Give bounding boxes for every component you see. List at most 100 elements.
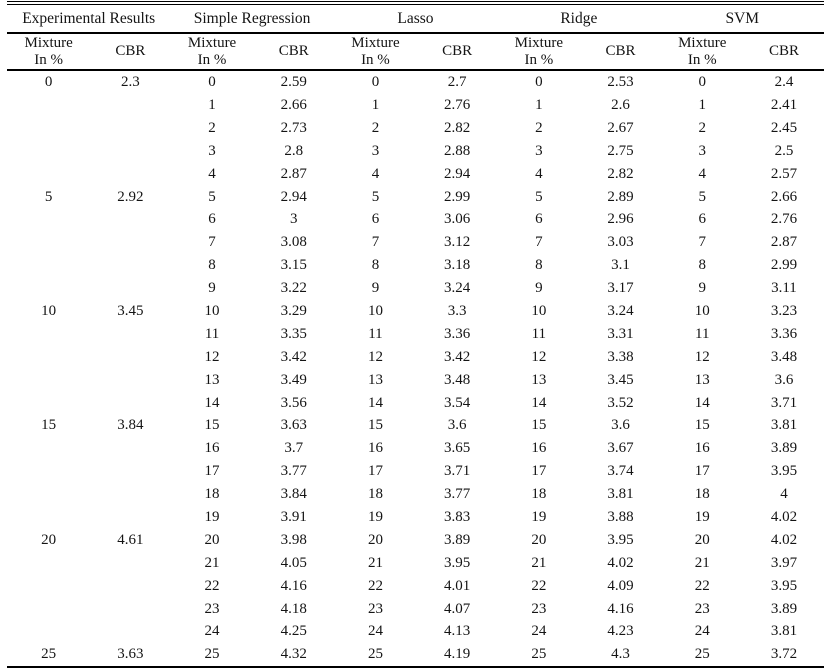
cell-svm-mixture: 19 <box>694 508 710 525</box>
cell-svm-cbr: 2.41 <box>770 96 798 113</box>
cell-experimental-cbr <box>90 208 170 231</box>
cell-simple-regression-mixture: 21 <box>204 554 220 571</box>
cell-lasso-cbr: 2.7 <box>447 74 467 91</box>
cell-simple-regression-cbr: 3.22 <box>280 280 307 297</box>
cell-svm-cbr: 3.97 <box>770 554 798 571</box>
cell-lasso-mixture: 4 <box>371 165 380 182</box>
cell-ridge-mixture: 4 <box>535 165 543 182</box>
cell-simple-regression-cbr: 3.42 <box>280 348 307 365</box>
col-header-lasso-mixture: Mixture In % <box>333 33 418 71</box>
cell-experimental-mixture <box>7 597 90 620</box>
cell-experimental-mixture <box>7 117 90 140</box>
cell-lasso-mixture: 9 <box>371 280 380 297</box>
cell-ridge-mixture: 9 <box>535 280 543 297</box>
cell-lasso-cbr: 3.54 <box>444 394 471 411</box>
cell-ridge-cbr: 4.16 <box>607 600 634 617</box>
table-row: 17 3.77 17 3.71 17 3.74 17 3.95 <box>7 460 824 483</box>
col-header-simple-regression-mixture: Mixture In % <box>170 33 254 71</box>
table-row: 5 2.92 5 2.94 5 2.99 5 2.89 5 2.66 <box>7 185 824 208</box>
cell-experimental-cbr <box>90 277 170 300</box>
group-header-experimental-results: Experimental Results <box>7 3 171 34</box>
cell-svm-mixture: 15 <box>694 417 710 434</box>
cell-ridge-cbr: 3.74 <box>607 463 634 480</box>
cell-simple-regression-mixture: 17 <box>204 463 220 480</box>
cell-experimental-mixture <box>7 552 90 575</box>
table-row: 8 3.15 8 3.18 8 3.1 8 2.99 <box>7 254 824 277</box>
cell-experimental-cbr <box>90 391 170 414</box>
cell-simple-regression-mixture: 0 <box>208 74 216 91</box>
cell-lasso-mixture: 15 <box>367 417 383 434</box>
cell-simple-regression-mixture: 4 <box>208 165 216 182</box>
cell-svm-mixture: 12 <box>694 348 710 365</box>
cell-lasso-mixture: 1 <box>371 96 380 113</box>
cell-ridge-mixture: 12 <box>531 348 547 365</box>
table-body: 0 2.3 0 2.59 0 2.7 0 2.53 0 2.4 1 2.66 1 2.76 1 2.6 1 2.4… <box>7 70 824 667</box>
cell-svm-mixture: 25 <box>694 646 710 663</box>
cell-simple-regression-cbr: 3.7 <box>284 440 304 457</box>
cell-lasso-mixture: 10 <box>367 302 383 319</box>
table-row: 12 3.42 12 3.42 12 3.38 12 3.48 <box>7 346 824 369</box>
cell-lasso-mixture: 21 <box>367 554 383 571</box>
cell-ridge-cbr: 4.02 <box>607 554 634 571</box>
cell-ridge-cbr: 3.88 <box>607 508 634 525</box>
cell-ridge-mixture: 7 <box>535 234 543 251</box>
cell-experimental-cbr <box>90 117 170 140</box>
cell-svm-mixture: 1 <box>698 96 706 113</box>
cell-lasso-cbr: 2.76 <box>444 96 471 113</box>
table-row: 4 2.87 4 2.94 4 2.82 4 2.57 <box>7 163 824 186</box>
cell-simple-regression-cbr: 4.32 <box>280 646 307 663</box>
cell-ridge-cbr: 2.53 <box>607 74 634 91</box>
cell-lasso-cbr: 3.89 <box>444 531 471 548</box>
cell-simple-regression-mixture: 16 <box>204 440 220 457</box>
table-row: 18 3.84 18 3.77 18 3.81 18 4 <box>7 483 824 506</box>
cell-lasso-cbr: 3.95 <box>444 554 471 571</box>
cell-lasso-mixture: 24 <box>367 623 383 640</box>
cell-lasso-cbr: 3.71 <box>444 463 471 480</box>
cell-svm-mixture: 17 <box>694 463 710 480</box>
cell-experimental-cbr <box>90 140 170 163</box>
cell-ridge-mixture: 14 <box>531 394 547 411</box>
group-header-simple-regression: Simple Regression <box>170 3 334 34</box>
col-header-ridge-mixture: Mixture In % <box>497 33 581 71</box>
cell-simple-regression-mixture: 5 <box>208 188 216 205</box>
table-row: 7 3.08 7 3.12 7 3.03 7 2.87 <box>7 231 824 254</box>
cell-lasso-cbr: 3.65 <box>444 440 471 457</box>
cell-ridge-mixture: 3 <box>535 142 543 159</box>
cell-ridge-cbr: 4.23 <box>607 623 634 640</box>
cell-lasso-mixture: 13 <box>367 371 383 388</box>
cell-svm-mixture: 18 <box>694 486 710 503</box>
cell-svm-mixture: 8 <box>698 257 706 274</box>
cell-svm-mixture: 5 <box>698 188 706 205</box>
cell-simple-regression-mixture: 23 <box>204 600 220 617</box>
table-row: 13 3.49 13 3.48 13 3.45 13 3.6 <box>7 369 824 392</box>
cell-ridge-mixture: 16 <box>531 440 547 457</box>
cell-lasso-cbr: 3.18 <box>444 257 471 274</box>
cell-simple-regression-cbr: 2.73 <box>280 119 307 136</box>
cell-experimental-cbr <box>90 231 170 254</box>
cell-svm-cbr: 2.66 <box>770 188 798 205</box>
cell-simple-regression-mixture: 2 <box>208 119 216 136</box>
cell-experimental-cbr: 3.63 <box>117 646 144 663</box>
cell-ridge-cbr: 3.31 <box>607 325 634 342</box>
cell-svm-mixture: 23 <box>694 600 710 617</box>
table-row: 1 2.66 1 2.76 1 2.6 1 2.41 <box>7 94 824 117</box>
cell-svm-mixture: 13 <box>694 371 710 388</box>
table-row: 19 3.91 19 3.83 19 3.88 19 4.02 <box>7 506 824 529</box>
cell-experimental-cbr <box>90 620 170 643</box>
cell-svm-mixture: 3 <box>698 142 706 159</box>
col-header-svm-cbr: CBR <box>743 33 824 71</box>
cell-lasso-cbr: 2.99 <box>444 188 471 205</box>
cell-experimental-mixture: 0 <box>44 74 53 91</box>
cell-experimental-cbr: 4.61 <box>117 531 144 548</box>
col-header-ridge-cbr: CBR <box>580 33 661 71</box>
cell-experimental-mixture <box>7 323 90 346</box>
cell-lasso-cbr: 3.12 <box>444 234 471 251</box>
cell-simple-regression-cbr: 3.98 <box>280 531 307 548</box>
cell-simple-regression-mixture: 20 <box>204 531 220 548</box>
cell-experimental-cbr <box>90 597 170 620</box>
cell-simple-regression-mixture: 14 <box>204 394 220 411</box>
cell-experimental-cbr <box>90 437 170 460</box>
table-row: 21 4.05 21 3.95 21 4.02 21 3.97 <box>7 552 824 575</box>
cell-simple-regression-mixture: 15 <box>204 417 220 434</box>
cell-experimental-mixture: 20 <box>41 531 57 548</box>
